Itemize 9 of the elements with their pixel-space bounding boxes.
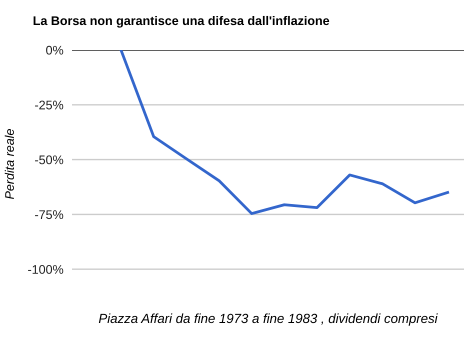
- line-series: [120, 50, 450, 215]
- x-axis-title: Piazza Affari da fine 1973 a fine 1983 , dividendi compresi: [98, 313, 438, 326]
- y-tick-label: -50%: [35, 155, 64, 164]
- y-tick-label: -25%: [35, 100, 64, 110]
- y-tick-label: 0%: [46, 46, 64, 55]
- y-tick-label: -75%: [35, 210, 64, 220]
- chart-title: La Borsa non garantisce una difesa dall'inflazione: [34, 16, 330, 28]
- y-tick-label: -100%: [28, 265, 64, 274]
- y-axis-title: Perdita reale: [4, 129, 14, 200]
